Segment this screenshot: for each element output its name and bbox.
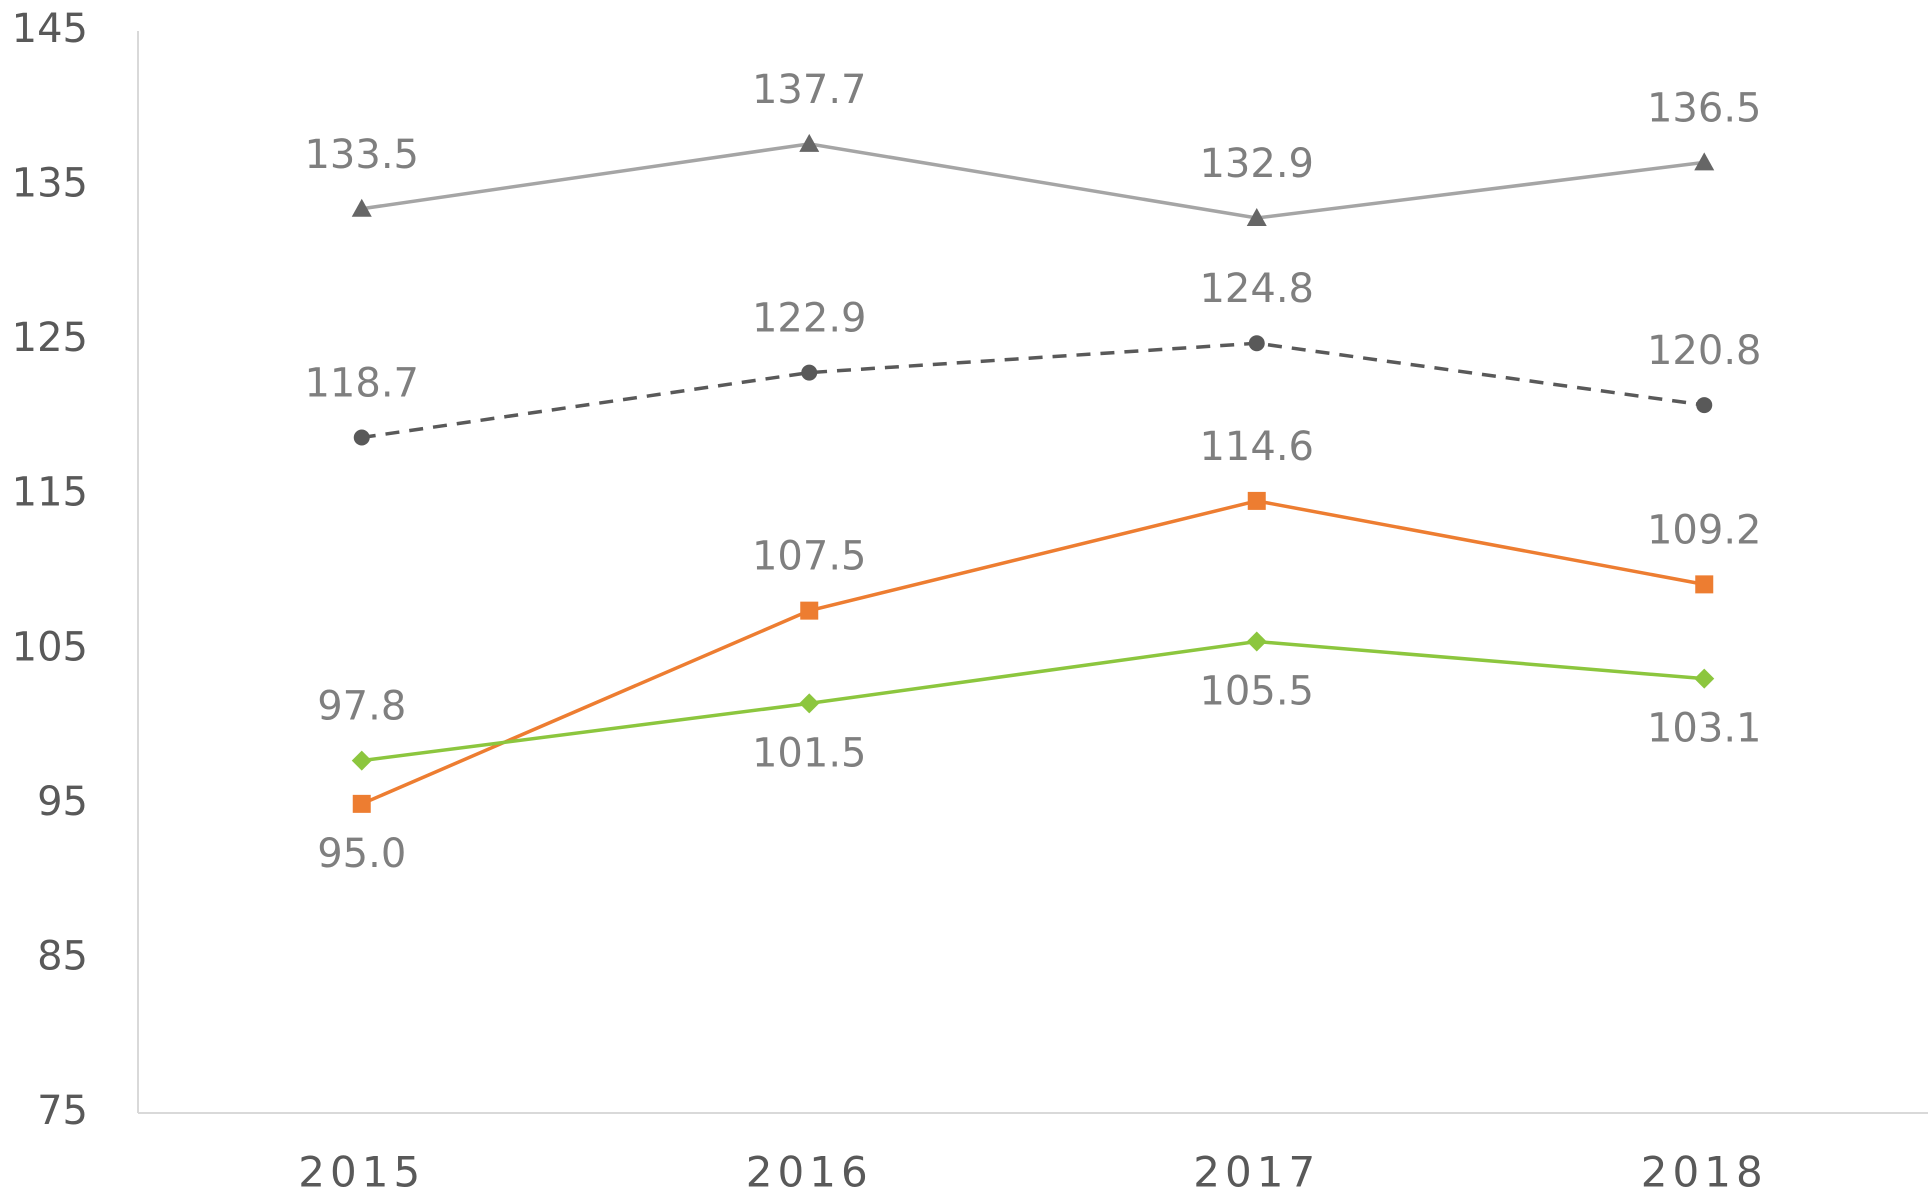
x-tick-label: 2017 [1193,1148,1320,1197]
data-label: 103.1 [1647,706,1762,752]
series-line [361,142,1705,220]
data-label: 136.5 [1647,85,1762,131]
y-tick-label: 75 [37,1088,88,1134]
data-label: 105.5 [1199,669,1314,715]
data-label: 97.8 [317,684,406,730]
data-label: 132.9 [1199,141,1314,187]
y-tick-label: 125 [12,315,88,361]
marker [800,601,819,620]
data-label: 95.0 [317,831,406,877]
series-line [361,639,1705,763]
data-label: 109.2 [1647,507,1762,553]
data-label: 124.8 [1199,266,1314,312]
marker [352,794,371,813]
marker [1694,668,1715,689]
marker [1247,491,1266,510]
y-tick-label: 145 [12,6,88,52]
marker [1246,631,1267,652]
data-label: 114.6 [1199,424,1314,470]
y-tick-label: 105 [12,624,88,670]
marker [799,133,820,152]
data-label: 120.8 [1647,328,1762,374]
series-line [361,341,1705,440]
marker [801,364,818,381]
marker [1694,152,1715,171]
x-tick-label: 2018 [1641,1148,1768,1197]
data-label: 118.7 [304,361,419,407]
marker [353,429,370,446]
marker [1248,335,1265,352]
y-tick-label: 85 [37,933,88,979]
marker [1696,397,1713,414]
data-label: 122.9 [752,296,867,342]
x-tick-label: 2016 [746,1148,873,1197]
series-line [361,499,1705,806]
y-tick-label: 95 [37,779,88,825]
data-label: 101.5 [752,730,867,776]
y-tick-label: 115 [12,470,88,516]
marker [351,198,372,217]
data-label: 133.5 [304,132,419,178]
marker [351,750,372,771]
marker [1246,208,1267,227]
data-label: 137.7 [752,67,867,113]
marker [799,693,820,714]
y-tick-label: 135 [12,161,88,207]
x-tick-label: 2015 [298,1148,425,1197]
marker [1695,575,1714,594]
data-label: 107.5 [752,534,867,580]
